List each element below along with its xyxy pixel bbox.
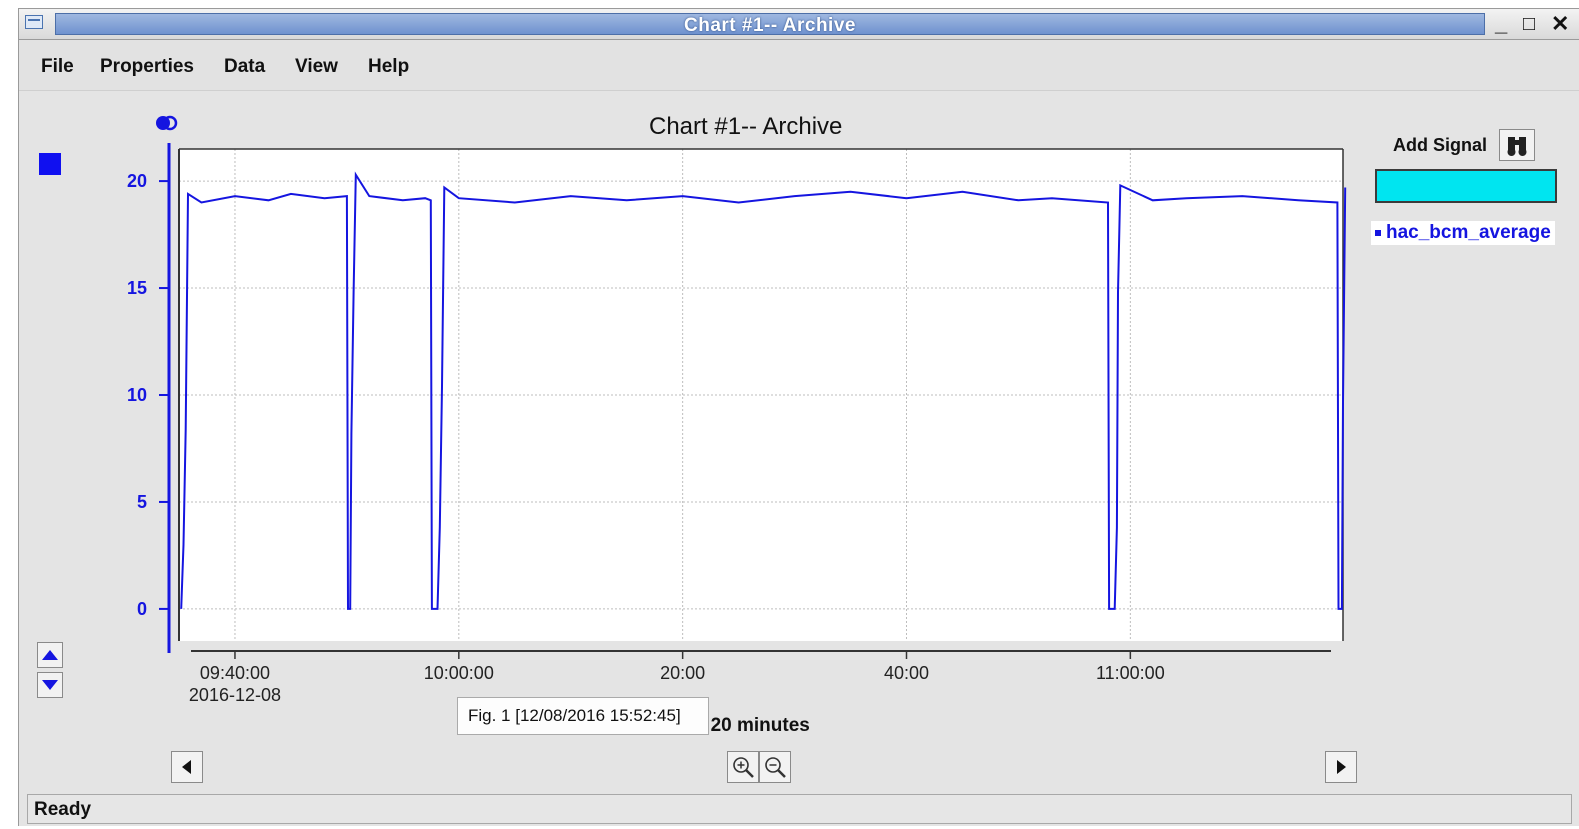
minimize-icon[interactable]: _: [1495, 11, 1508, 36]
y-tick-label: 0: [137, 599, 147, 619]
zoom-in-button[interactable]: [727, 751, 759, 783]
zoom-out-icon: [765, 757, 786, 778]
maximize-icon[interactable]: □: [1523, 13, 1536, 35]
zoom-out-button[interactable]: [759, 751, 791, 783]
arrow-up-icon: [42, 650, 58, 660]
tooltip: Fig. 1 [12/08/2016 15:52:45]: [457, 697, 709, 735]
menu-view[interactable]: View: [295, 56, 338, 77]
status-bar: Ready: [27, 794, 1572, 824]
status-text: Ready: [34, 799, 92, 820]
close-icon[interactable]: ✕: [1551, 11, 1570, 36]
arrow-up-button[interactable]: [37, 642, 63, 668]
y-tick-label: 20: [127, 171, 147, 191]
arrow-down-icon: [42, 680, 58, 690]
legend-marker: [1375, 229, 1381, 236]
menu-data[interactable]: Data: [224, 56, 266, 77]
scroll-left-button[interactable]: [171, 751, 203, 783]
x-tick-label: 09:40:00: [200, 663, 270, 683]
scroll-right-icon: [1337, 760, 1346, 774]
title-bar-fill: Chart #1-- Archive: [55, 13, 1485, 36]
chart-title: Chart #1-- Archive: [649, 113, 843, 140]
binoculars-icon: [1507, 137, 1527, 156]
arrow-down-button[interactable]: [37, 672, 63, 698]
signal-input[interactable]: [1375, 169, 1557, 203]
series-color-square[interactable]: [39, 153, 61, 175]
grid-layer: [179, 149, 1343, 641]
menu-properties[interactable]: Properties: [100, 56, 194, 77]
y-tick-label: 15: [127, 278, 147, 298]
window-title: Chart #1-- Archive: [684, 15, 856, 36]
y-tick-label: 10: [127, 385, 147, 405]
x-tick-label: 40:00: [884, 663, 929, 683]
legend-label: hac_bcm_average: [1386, 222, 1551, 243]
y-tick-label: 5: [137, 492, 147, 512]
menu-file[interactable]: File: [41, 56, 74, 77]
title-bar[interactable]: Chart #1-- Archive _ □ ✕: [19, 9, 1579, 40]
archive-window: Chart #1-- Archive _ □ ✕ File Properties…: [18, 8, 1579, 826]
zoom-in-icon: [733, 757, 754, 778]
scroll-right-button[interactable]: [1325, 751, 1357, 783]
scroll-left-icon: [182, 760, 191, 774]
x-tick-label: 2016-12-08: [189, 685, 281, 705]
add-signal-label: Add Signal: [1393, 135, 1487, 155]
x-tick-label: 10:00:00: [424, 663, 494, 683]
y-tick-labels: 0 5 10 15 20: [127, 171, 147, 619]
legend-item[interactable]: hac_bcm_average: [1371, 221, 1555, 245]
add-signal-button[interactable]: [1499, 129, 1535, 161]
visibility-toggle-icon[interactable]: [155, 115, 181, 131]
series-line-hac-bcm-average: [180, 171, 1347, 610]
x-tick-label: 11:00:00: [1096, 663, 1165, 683]
x-tick-label: 20:00: [660, 663, 705, 683]
menu-help[interactable]: Help: [368, 56, 410, 77]
window-menu-icon[interactable]: [25, 15, 43, 29]
menu-bar: File Properties Data View Help: [19, 40, 1579, 91]
